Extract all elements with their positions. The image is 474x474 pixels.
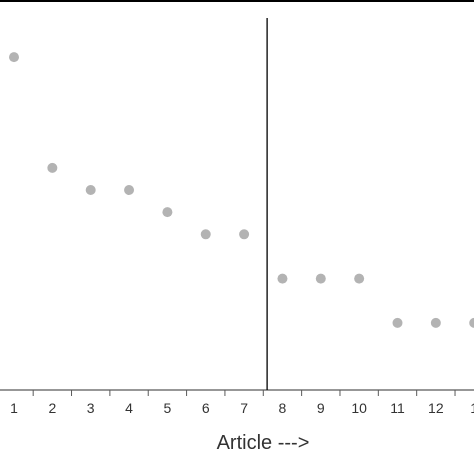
x-tick-label: 2 — [48, 400, 56, 416]
x-tick-label: 5 — [164, 400, 172, 416]
x-tick-label: 8 — [279, 400, 287, 416]
x-tick-marks — [32, 390, 456, 396]
data-point — [9, 52, 19, 63]
data-point — [392, 317, 403, 328]
data-point — [85, 185, 96, 195]
x-tick-label: 3 — [87, 400, 95, 416]
x-tick-label: 7 — [240, 400, 248, 416]
x-tick-label: 11 — [390, 400, 405, 416]
x-tick-label: 6 — [202, 400, 210, 416]
data-point — [200, 229, 211, 240]
data-point — [277, 273, 288, 284]
x-tick-label: 1 — [470, 400, 474, 416]
data-point — [162, 207, 173, 218]
plot-top-border — [0, 0, 474, 2]
data-point — [354, 273, 365, 284]
x-axis-title: Article ---> — [217, 432, 310, 454]
x-tick-labels: 1234567891011121 — [10, 400, 474, 416]
data-point — [469, 317, 474, 328]
x-tick-label: 9 — [317, 400, 325, 416]
data-point — [315, 273, 326, 284]
data-point — [47, 162, 58, 173]
data-point — [430, 317, 441, 328]
data-point — [239, 229, 250, 240]
data-points — [9, 52, 474, 328]
x-tick-label: 4 — [125, 400, 133, 416]
x-tick-label: 10 — [351, 400, 367, 416]
data-point — [124, 185, 135, 195]
x-tick-label: 12 — [428, 400, 444, 416]
x-tick-label: 1 — [10, 400, 18, 416]
